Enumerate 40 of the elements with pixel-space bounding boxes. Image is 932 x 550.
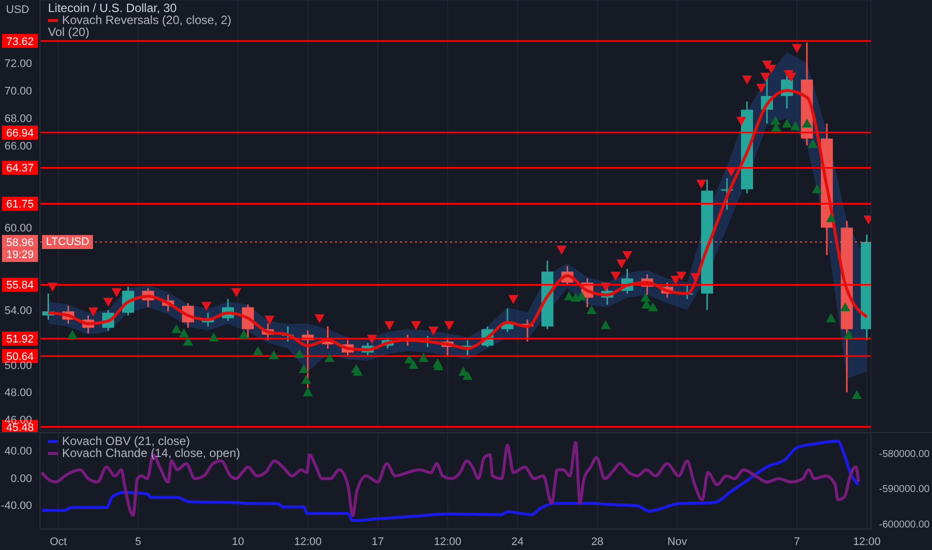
y-axis-title: USD: [6, 4, 30, 16]
annotation: LTCUSD: [42, 234, 94, 249]
y-tick-label: 50.00: [4, 360, 32, 372]
y-tick-label: 40.00: [4, 446, 32, 458]
x-tick-label: 17: [372, 536, 384, 548]
x-tick-label: 12:00: [294, 536, 322, 548]
legend-label: Kovach OBV (21, close): [61, 434, 190, 448]
x-tick-label: 12:00: [853, 536, 881, 548]
annotation: Vol (20): [48, 25, 90, 39]
ref-line-label: 61.75: [6, 198, 34, 211]
y2-tick-label: -600000.00: [879, 519, 930, 530]
y-tick-label: 0.00: [10, 472, 32, 485]
x-tick-label: Nov: [667, 536, 688, 548]
ref-line-label: 55.84: [6, 280, 34, 292]
x-tick-label: Oct: [50, 536, 67, 548]
y2-tick-label: -590000.00: [879, 484, 930, 496]
annotation: 19:29: [2, 248, 38, 262]
legend-label: Kovach Reversals (20, close, 2): [61, 13, 232, 27]
y-tick-label: 68.00: [4, 112, 32, 125]
y-tick-label: 48.00: [4, 387, 32, 400]
ref-line-label: 64.37: [6, 162, 34, 175]
legend-label: Kovach Chande (14, close, open): [61, 446, 240, 460]
x-tick-label: 28: [591, 536, 604, 548]
y-tick-label: 66.00: [4, 140, 32, 152]
x-tick-label: 7: [794, 536, 800, 548]
ref-line-label: 51.92: [6, 334, 34, 346]
y-tick-label: 60.00: [4, 222, 32, 235]
y-tick-label: 70.00: [4, 85, 32, 98]
chart-title: Litecoin / U.S. Dollar, 30: [48, 1, 177, 15]
x-tick-label: 24: [511, 536, 524, 548]
y-tick-label: 72.00: [4, 58, 32, 70]
ref-line-label: 58.96: [6, 236, 34, 249]
x-tick-label: 12:00: [434, 536, 462, 548]
x-tick-label: 10: [232, 536, 244, 548]
y2-tick-label: -580000.00: [879, 448, 930, 460]
y-tick-label: -40.00: [0, 500, 32, 512]
y-tick-label: 54.00: [4, 304, 32, 317]
ref-line-label: 66.94: [6, 128, 34, 140]
ref-line-label: 73.62: [6, 36, 34, 48]
x-tick-label: 5: [135, 536, 142, 548]
